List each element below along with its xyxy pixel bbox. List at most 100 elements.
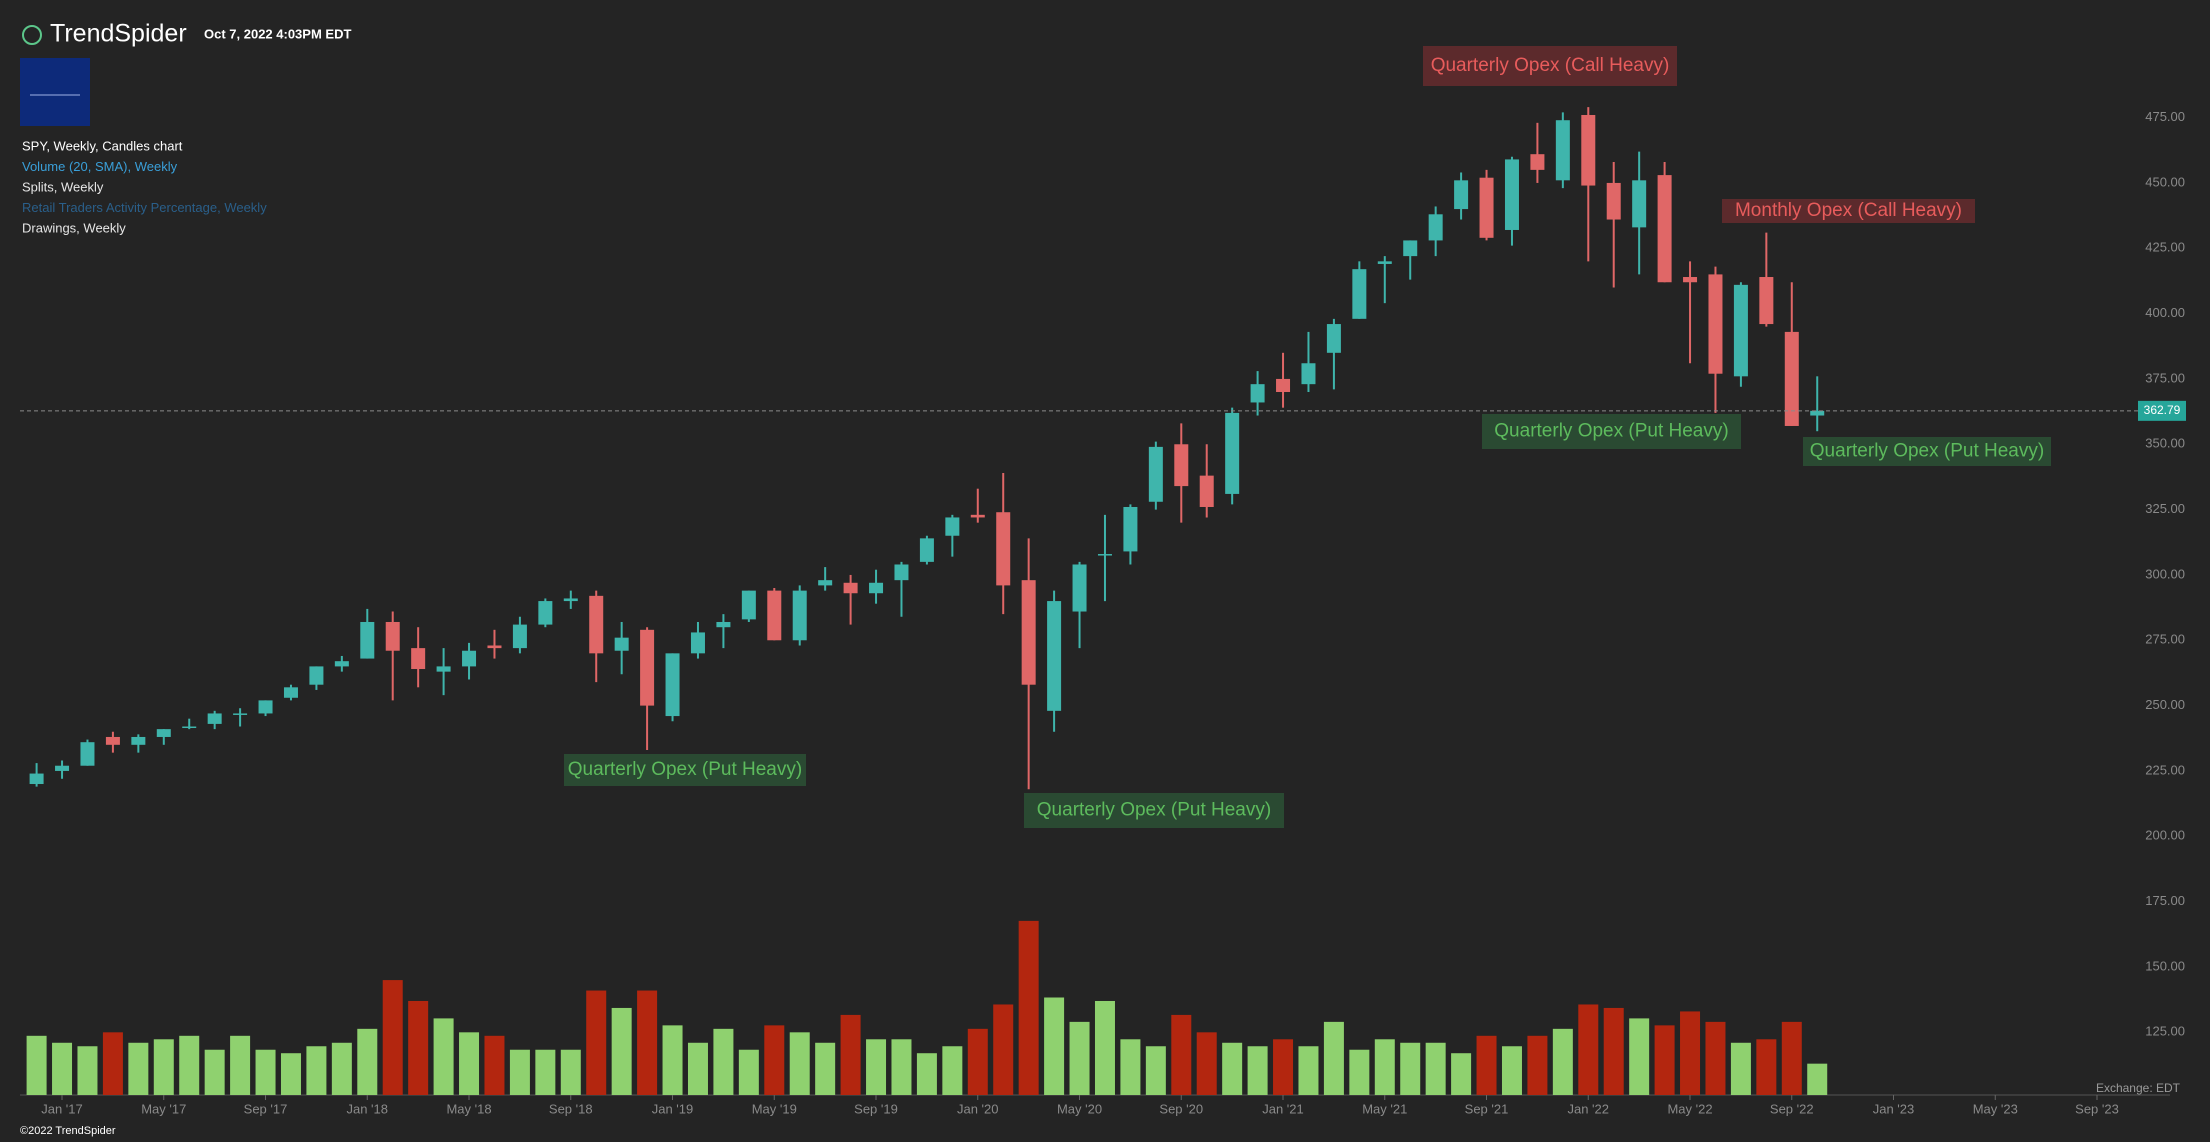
x-tick-label: May '20 (1057, 1101, 1102, 1116)
volume-bar (713, 1028, 734, 1095)
volume-bar (1349, 1049, 1370, 1095)
legend-item: SPY, Weekly, Candles chart (22, 138, 183, 153)
volume-bar (1323, 1021, 1344, 1095)
candle-body (1733, 284, 1748, 377)
volume-bar (52, 1042, 73, 1095)
x-tick-label: Sep '23 (2075, 1101, 2119, 1116)
candle-body (640, 629, 655, 706)
y-tick-label: 250.00 (2145, 697, 2185, 712)
annotation-box (564, 754, 806, 786)
candle-body (233, 713, 248, 715)
candle-body (436, 666, 451, 672)
volume-bar (433, 1018, 454, 1095)
x-tick-label: May '18 (446, 1101, 491, 1116)
volume-bar (1273, 1039, 1294, 1095)
volume-bar (408, 1000, 429, 1095)
annotation-box (1423, 46, 1677, 86)
volume-bar (1196, 1032, 1217, 1095)
volume-bar (255, 1049, 276, 1095)
x-tick-label: Jan '19 (652, 1101, 694, 1116)
volume-bar (1451, 1053, 1472, 1095)
x-tick-label: Jan '17 (41, 1101, 83, 1116)
candle-body (538, 601, 553, 625)
candle-body (1454, 180, 1469, 210)
y-tick-label: 400.00 (2145, 305, 2185, 320)
volume-bar (1400, 1042, 1421, 1095)
exchange: Exchange: EDT (2096, 1081, 2181, 1095)
timestamp: Oct 7, 2022 4:03PM EDT (204, 26, 351, 41)
volume-bar (280, 1053, 301, 1095)
legend-item: Volume (20, SMA), Weekly (22, 159, 178, 174)
x-tick-label: Jan '18 (346, 1101, 388, 1116)
candle-body (1199, 475, 1214, 507)
volume-bar (611, 1007, 632, 1095)
candle-body (869, 582, 884, 594)
volume-bar (509, 1049, 530, 1095)
candle-body (207, 713, 222, 724)
volume-bar (1578, 1004, 1599, 1095)
legend-item: Drawings, Weekly (22, 220, 126, 235)
annotation-box (1803, 437, 2051, 466)
candle-body (411, 648, 426, 670)
candle-body (1276, 378, 1291, 393)
candle-body (131, 736, 146, 745)
candle-body (1174, 444, 1189, 487)
candle-body (690, 632, 705, 654)
volume-bar (1145, 1046, 1166, 1095)
candle-body (80, 742, 95, 766)
x-tick-label: Jan '20 (957, 1101, 999, 1116)
candle-body (462, 650, 477, 667)
volume-bar (840, 1014, 861, 1095)
candle-body (182, 726, 197, 729)
y-tick-label: 450.00 (2145, 174, 2185, 189)
candle-body (1148, 446, 1163, 502)
volume-bar (331, 1042, 352, 1095)
candle-body (1047, 601, 1062, 711)
candle-body (741, 590, 756, 620)
volume-bar (891, 1039, 912, 1095)
volume-bar (1222, 1042, 1243, 1095)
volume-bar (1044, 997, 1065, 1095)
candle-body (843, 582, 858, 594)
volume-bar (1705, 1021, 1726, 1095)
volume-bar (687, 1042, 708, 1095)
volume-bar (382, 980, 403, 1095)
candle-body (665, 653, 680, 717)
x-tick-label: Sep '22 (1770, 1101, 1814, 1116)
x-tick-label: Sep '19 (854, 1101, 898, 1116)
volume-bar (764, 1025, 785, 1095)
y-tick-label: 275.00 (2145, 632, 2185, 647)
candle-body (512, 624, 527, 649)
volume-bar (1781, 1021, 1802, 1095)
annotation-text: Quarterly Opex (Put Heavy) (568, 759, 802, 780)
volume-bar (1425, 1042, 1446, 1095)
volume-bar (916, 1053, 937, 1095)
candle-body (283, 687, 298, 698)
candle-body (1097, 554, 1112, 556)
volume-bar (1069, 1021, 1090, 1095)
candle-body (105, 736, 120, 745)
volume-bar (738, 1049, 759, 1095)
symbol-logo (20, 58, 90, 126)
candle-body (258, 700, 273, 714)
last-price-label: 362.79 (2144, 403, 2181, 417)
candle-body (1657, 175, 1672, 283)
candle-body (1683, 277, 1698, 283)
y-tick-label: 200.00 (2145, 828, 2185, 843)
volume-bar (637, 990, 658, 1095)
volume-bar (535, 1049, 556, 1095)
candle-body (563, 598, 578, 602)
candle-body (919, 538, 934, 562)
candle-body (156, 729, 171, 737)
candle-body (1072, 564, 1087, 612)
legend-item: Splits, Weekly (22, 179, 104, 194)
volume-bar (942, 1046, 963, 1095)
volume-bar (1603, 1007, 1624, 1095)
volume-bar (153, 1039, 174, 1095)
x-tick-label: May '21 (1362, 1101, 1407, 1116)
volume-bar (1094, 1000, 1115, 1095)
volume-bar (1807, 1063, 1828, 1095)
candle-body (1225, 412, 1240, 494)
volume-bar (815, 1042, 836, 1095)
volume-bar (306, 1046, 327, 1095)
